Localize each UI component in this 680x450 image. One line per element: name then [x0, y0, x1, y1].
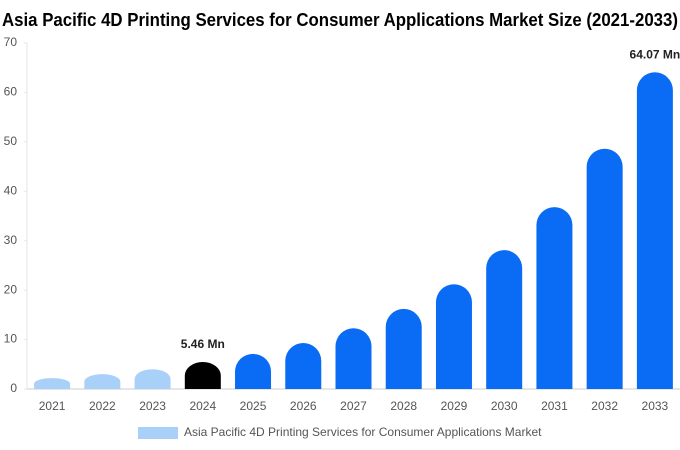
- y-tick-label: 10: [4, 332, 18, 346]
- value-label: 5.46 Mn: [181, 337, 225, 351]
- bar: [385, 308, 422, 389]
- value-label: 64.07 Mn: [630, 47, 680, 61]
- bar: [235, 353, 272, 389]
- bar: [285, 343, 322, 389]
- bar: [34, 378, 71, 389]
- y-tick-label: 20: [4, 282, 18, 296]
- x-tick-label: 2021: [39, 399, 66, 413]
- y-tick-label: 40: [4, 183, 18, 197]
- legend-label: Asia Pacific 4D Printing Services for Co…: [184, 425, 542, 439]
- x-tick-label: 2025: [240, 399, 267, 413]
- bar: [184, 362, 221, 389]
- x-tick-label: 2029: [441, 399, 468, 413]
- x-tick-label: 2028: [390, 399, 417, 413]
- x-tick-label: 2031: [541, 399, 568, 413]
- bar: [486, 250, 523, 389]
- bar: [636, 72, 673, 389]
- x-tick-label: 2023: [139, 399, 166, 413]
- x-tick-label: 2030: [491, 399, 518, 413]
- y-tick-label: 50: [4, 134, 18, 148]
- x-tick-label: 2022: [89, 399, 116, 413]
- legend-swatch: [138, 427, 178, 439]
- bar: [536, 207, 573, 389]
- x-tick-label: 2024: [189, 399, 216, 413]
- x-tick-label: 2032: [591, 399, 618, 413]
- x-tick-label: 2026: [290, 399, 317, 413]
- bar: [134, 369, 171, 389]
- bar: [435, 284, 472, 389]
- y-tick-label: 0: [10, 381, 17, 395]
- chart-title: Asia Pacific 4D Printing Services for Co…: [2, 10, 678, 30]
- bar: [84, 374, 121, 389]
- x-tick-label: 2033: [642, 399, 669, 413]
- x-tick-label: 2027: [340, 399, 367, 413]
- y-tick-label: 60: [4, 85, 18, 99]
- y-tick-label: 30: [4, 233, 18, 247]
- y-tick-label: 70: [4, 35, 18, 49]
- bar: [586, 148, 623, 389]
- bar: [335, 328, 372, 389]
